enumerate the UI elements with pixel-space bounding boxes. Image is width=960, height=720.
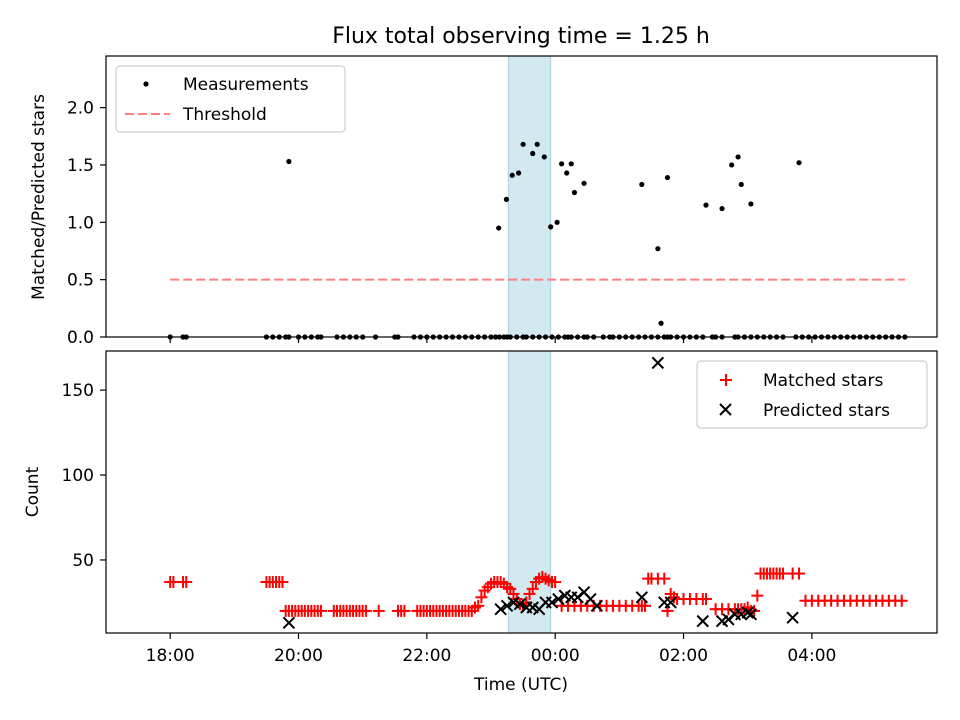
matched-stars-point	[699, 593, 712, 606]
observing-span-highlight	[507, 55, 552, 338]
y-axis-label-top: Matched/Predicted stars	[29, 94, 49, 300]
measurement-point	[559, 161, 565, 167]
legend-label-predicted: Predicted stars	[763, 401, 890, 421]
predicted-stars-points	[282, 356, 799, 630]
predicted-stars-point	[545, 596, 559, 609]
matched-stars-point	[526, 582, 539, 595]
predicted-stars-point	[513, 597, 527, 611]
predicted-stars-point	[552, 592, 565, 606]
legend-frame-bottom	[696, 360, 928, 429]
legend-bottom: Matched stars Predicted stars	[696, 360, 928, 429]
predicted-stars-point	[786, 611, 799, 624]
chart-title: Flux total observing time = 1.25 h	[332, 24, 710, 49]
measurement-point	[738, 181, 744, 188]
predicted-stars-point	[744, 608, 758, 621]
predicted-stars-point	[664, 596, 677, 609]
matched-stars-point	[475, 591, 488, 604]
legend-top: Measurements Threshold	[115, 65, 346, 133]
matched-stars-point	[314, 604, 327, 617]
y-tick-label: 150	[62, 381, 94, 401]
measurement-point	[729, 162, 735, 168]
panel-ratio: 0.00.51.01.52.0 Matched/Predicted stars …	[29, 55, 938, 348]
y-axis-label-bottom: Count	[23, 466, 43, 517]
measurement-point	[286, 158, 292, 165]
matched-stars-point	[793, 567, 806, 580]
axes-frame-top	[105, 55, 938, 338]
legend-marker-matched	[720, 374, 732, 386]
axes-frame-bottom	[105, 350, 938, 634]
y-tick-label: 0.5	[67, 271, 94, 291]
predicted-stars-point	[494, 603, 507, 616]
legend-label-measurements: Measurements	[183, 75, 309, 95]
measurement-point	[703, 202, 709, 208]
measurement-point	[571, 189, 578, 196]
y-ticks-top: 0.0 0.5 1.0 1.5 2.0	[67, 99, 106, 348]
matched-stars-point	[276, 576, 289, 589]
matched-stars-point	[658, 572, 671, 585]
measurement-point	[655, 246, 661, 252]
matched-stars-point	[359, 604, 372, 617]
measurement-point	[564, 170, 570, 176]
legend-marker-measurements	[143, 81, 149, 87]
x-axis-label: Time (UTC)	[473, 675, 568, 695]
measurement-point	[796, 160, 802, 166]
measurement-point	[658, 320, 664, 326]
y-tick-label: 1.5	[67, 156, 94, 176]
measurement-point	[496, 225, 502, 231]
measurement-point	[639, 181, 645, 188]
y-tick-label: 50	[72, 551, 94, 571]
x-ticks-bottom: 18:00 20:00 22:00 00:00 02:00 04:00	[146, 633, 836, 666]
measurement-point	[534, 141, 540, 147]
measurement-point	[735, 154, 741, 160]
matched-stars-point	[472, 599, 485, 612]
predicted-stars-point	[590, 599, 604, 613]
y-ticks-bottom: 50 100 150	[62, 381, 106, 571]
matched-stars-point	[895, 594, 908, 607]
measurement-point	[541, 154, 547, 160]
measurement-point	[548, 224, 554, 230]
predicted-stars-point	[651, 356, 665, 370]
measurement-point	[503, 196, 510, 202]
x-tick-label: 22:00	[402, 646, 451, 666]
x-tick-label: 00:00	[531, 646, 580, 666]
matched-stars-point	[180, 576, 193, 589]
x-tick-label: 02:00	[659, 646, 708, 666]
legend-marker-predicted	[719, 403, 732, 416]
legend-frame-top	[115, 65, 346, 133]
y-tick-label: 100	[62, 466, 94, 486]
measurement-point	[568, 161, 574, 167]
x-tick-label: 04:00	[787, 646, 836, 666]
matched-stars-point	[549, 576, 562, 589]
matched-stars-point	[751, 589, 764, 602]
measurement-point	[719, 205, 725, 212]
measurement-point	[530, 150, 536, 157]
measurement-point	[520, 141, 526, 147]
x-ticks-top	[169, 337, 813, 343]
predicted-stars-point	[500, 599, 514, 613]
legend-label-threshold: Threshold	[182, 105, 267, 125]
predicted-stars-point	[635, 591, 649, 604]
predicted-stars-point	[282, 616, 296, 630]
measurement-point	[509, 172, 515, 178]
predicted-stars-point	[741, 606, 754, 619]
predicted-stars-point	[696, 614, 709, 628]
measurement-point	[581, 180, 587, 186]
measurement-point	[554, 219, 560, 225]
matched-stars-point	[398, 604, 411, 617]
x-tick-label: 18:00	[146, 646, 195, 666]
measurement-point	[748, 201, 754, 207]
matched-stars-points	[164, 567, 908, 617]
legend-label-matched: Matched stars	[763, 371, 883, 391]
matched-stars-point	[372, 604, 385, 617]
measurement-point	[516, 170, 522, 176]
measurement-point	[664, 174, 671, 181]
y-tick-label: 1.0	[67, 213, 94, 233]
y-tick-label: 0.0	[67, 328, 94, 348]
observing-span-highlight-bottom	[507, 350, 552, 634]
y-tick-label: 2.0	[67, 99, 94, 119]
x-tick-label: 20:00	[274, 646, 323, 666]
